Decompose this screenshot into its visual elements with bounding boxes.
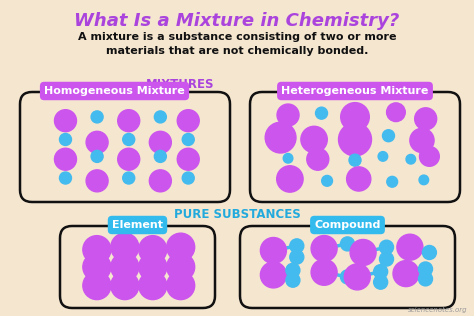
Circle shape — [55, 110, 76, 132]
Circle shape — [340, 270, 355, 284]
Circle shape — [338, 123, 372, 156]
FancyBboxPatch shape — [240, 226, 455, 308]
Circle shape — [383, 130, 394, 142]
Circle shape — [350, 240, 376, 265]
Circle shape — [419, 262, 432, 276]
Text: Element: Element — [112, 220, 163, 230]
Circle shape — [86, 170, 108, 192]
Circle shape — [419, 147, 439, 166]
Circle shape — [83, 253, 111, 281]
Circle shape — [111, 233, 139, 261]
Circle shape — [286, 263, 300, 277]
Circle shape — [182, 172, 194, 184]
Circle shape — [283, 154, 293, 163]
Circle shape — [374, 275, 388, 289]
Circle shape — [290, 250, 304, 264]
Circle shape — [118, 148, 140, 170]
Text: MIXTURES: MIXTURES — [146, 78, 214, 91]
Circle shape — [380, 252, 393, 266]
Circle shape — [260, 238, 286, 264]
Circle shape — [349, 154, 361, 166]
Circle shape — [346, 167, 371, 191]
Circle shape — [277, 166, 303, 192]
Circle shape — [422, 246, 437, 259]
Circle shape — [149, 170, 171, 192]
FancyBboxPatch shape — [20, 92, 230, 202]
Circle shape — [155, 150, 166, 162]
Circle shape — [341, 103, 369, 131]
Circle shape — [322, 175, 332, 186]
Circle shape — [83, 271, 111, 300]
Circle shape — [311, 259, 337, 285]
Text: A mixture is a substance consisting of two or more
materials that are not chemic: A mixture is a substance consisting of t… — [78, 32, 396, 56]
Circle shape — [91, 111, 103, 123]
Circle shape — [419, 272, 432, 286]
Circle shape — [139, 236, 167, 264]
Circle shape — [55, 148, 76, 170]
Circle shape — [139, 253, 167, 281]
Circle shape — [415, 108, 437, 130]
Circle shape — [344, 264, 370, 290]
Circle shape — [397, 234, 423, 260]
Text: Homogeneous Mixture: Homogeneous Mixture — [44, 86, 185, 96]
Circle shape — [177, 110, 199, 132]
Circle shape — [167, 271, 195, 300]
Circle shape — [167, 233, 195, 261]
Circle shape — [378, 152, 388, 161]
Circle shape — [410, 128, 434, 153]
Circle shape — [393, 261, 419, 287]
Text: What Is a Mixture in Chemistry?: What Is a Mixture in Chemistry? — [74, 12, 400, 30]
Circle shape — [374, 264, 388, 279]
Circle shape — [86, 131, 108, 153]
Circle shape — [59, 133, 72, 145]
Text: sciencenotes.org: sciencenotes.org — [409, 307, 468, 313]
Circle shape — [260, 262, 286, 288]
Circle shape — [340, 237, 355, 251]
Circle shape — [182, 133, 194, 145]
Circle shape — [139, 271, 167, 300]
Circle shape — [286, 273, 300, 287]
Circle shape — [118, 110, 140, 132]
Circle shape — [265, 122, 296, 153]
Text: PURE SUBSTANCES: PURE SUBSTANCES — [173, 208, 301, 221]
Circle shape — [149, 131, 171, 153]
Circle shape — [387, 103, 405, 122]
Text: Heterogeneous Mixture: Heterogeneous Mixture — [281, 86, 428, 96]
Circle shape — [307, 148, 329, 170]
Circle shape — [311, 235, 337, 262]
Circle shape — [111, 271, 139, 300]
FancyBboxPatch shape — [250, 92, 460, 202]
Circle shape — [316, 107, 328, 119]
Circle shape — [406, 155, 416, 164]
Circle shape — [83, 236, 111, 264]
Circle shape — [123, 172, 135, 184]
Circle shape — [91, 150, 103, 162]
Circle shape — [111, 253, 139, 281]
Circle shape — [123, 133, 135, 145]
Circle shape — [419, 175, 428, 185]
Circle shape — [387, 176, 398, 187]
Circle shape — [167, 253, 195, 281]
Circle shape — [380, 240, 393, 254]
Circle shape — [277, 104, 299, 126]
Circle shape — [301, 126, 327, 153]
Text: Compound: Compound — [314, 220, 381, 230]
Circle shape — [155, 111, 166, 123]
FancyBboxPatch shape — [60, 226, 215, 308]
Circle shape — [59, 172, 72, 184]
Circle shape — [290, 239, 304, 253]
Circle shape — [177, 148, 199, 170]
